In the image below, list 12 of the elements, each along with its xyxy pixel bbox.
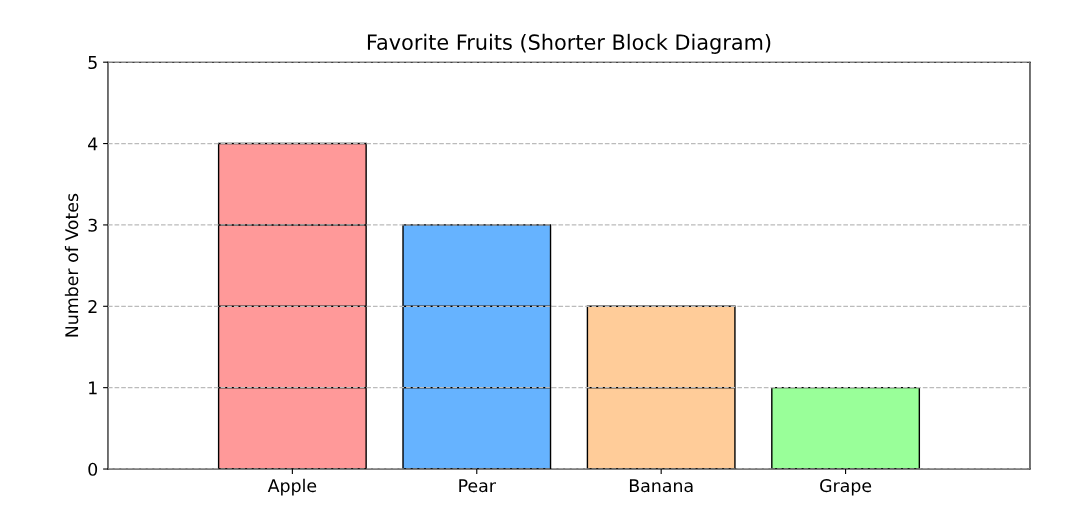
y-tick-label: 4	[88, 137, 98, 151]
x-tick-label: Apple	[267, 478, 317, 496]
y-tick-label: 1	[89, 381, 97, 395]
x-tick-label: Pear	[459, 479, 496, 493]
chart-title: Favorite Fruits (Shorter Block Diagram)	[367, 33, 771, 55]
x-tick-label: Banana	[629, 479, 693, 493]
x-tick-label: Grape	[820, 479, 872, 496]
y-tick-label: 3	[88, 218, 97, 232]
y-tick-label: 2	[88, 300, 97, 313]
y-tick-label: 5	[88, 56, 97, 70]
y-tick-label: 0	[88, 462, 98, 476]
y-axis-title: Number of Votes	[64, 193, 79, 337]
